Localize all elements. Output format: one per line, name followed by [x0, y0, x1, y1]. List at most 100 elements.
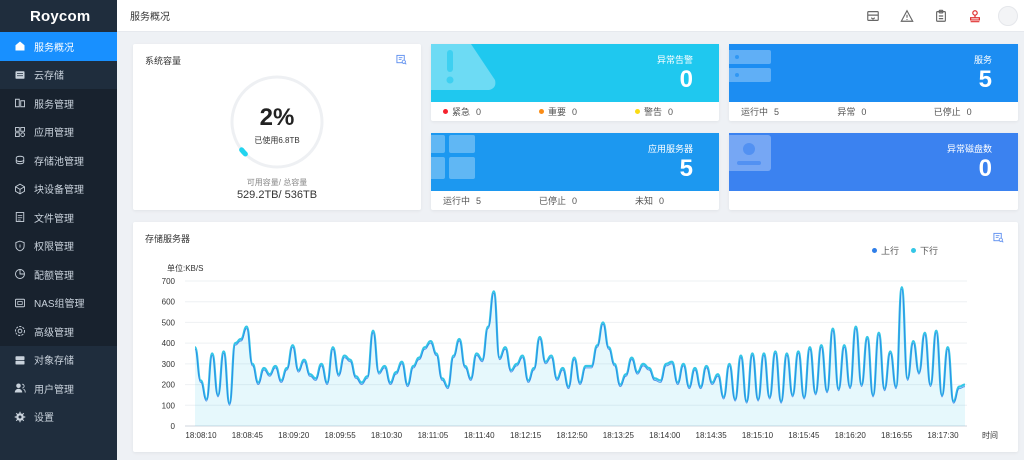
- page-title: 服务概况: [130, 12, 170, 23]
- legend-item-down[interactable]: 下行: [910, 244, 938, 257]
- users-icon: [14, 382, 26, 394]
- sidebar-item-6[interactable]: 文件管理: [0, 203, 117, 232]
- chart-y-ticks: 0 100 200 300 400 500 600 700: [162, 277, 176, 431]
- service-stats: 运行中 5 异常 0 已停止 0: [729, 102, 1018, 121]
- disk-count: 0: [978, 155, 992, 182]
- nas-icon: [14, 297, 26, 309]
- sidebar-item-11[interactable]: 对象存储: [0, 346, 117, 375]
- service-running-value: 5: [774, 106, 780, 117]
- disk-name: 异常磁盘数: [946, 144, 992, 154]
- y-tick-label: 700: [162, 277, 176, 286]
- capacity-used: 已使用6.8TB: [254, 136, 300, 145]
- alarm-card[interactable]: 异常告警 0 紧急 0 重要 0 警告 0: [431, 44, 719, 121]
- cloud-storage-icon: [14, 69, 26, 81]
- warning-icon[interactable]: [890, 0, 924, 32]
- x-tick-label: 18:09:55: [325, 431, 357, 440]
- alarm-stats: 紧急 0 重要 0 警告 0: [431, 102, 719, 121]
- avatar[interactable]: [998, 6, 1018, 26]
- x-tick-label: 18:17:30: [927, 431, 959, 440]
- capacity-title: 系统容量: [145, 56, 182, 66]
- x-tick-label: 18:16:20: [835, 431, 867, 440]
- app-server-running: 运行中 5: [431, 194, 527, 207]
- x-tick-label: 18:09:20: [278, 431, 310, 440]
- sidebar-item-10[interactable]: 高级管理: [0, 317, 117, 346]
- app-server-stats: 运行中 5 已停止 0 未知 0: [431, 191, 719, 210]
- legend-label-down: 下行: [919, 246, 938, 256]
- service-stopped-value: 0: [966, 106, 972, 117]
- y-tick-label: 200: [162, 381, 176, 390]
- app-server-stopped-value: 0: [572, 195, 578, 206]
- sidebar-item-label: NAS组管理: [34, 299, 85, 311]
- y-tick-label: 100: [162, 401, 176, 410]
- warning-dot: [635, 109, 640, 114]
- legend-dot-down: [910, 248, 916, 253]
- y-tick-label: 400: [162, 339, 176, 348]
- service-running: 运行中 5: [729, 105, 825, 118]
- home-icon: [14, 40, 26, 52]
- service-running-label: 运行中: [741, 107, 769, 117]
- sidebar-item-13[interactable]: 设置: [0, 403, 117, 432]
- sidebar-item-0[interactable]: 服务概况: [0, 32, 117, 61]
- clipboard-icon[interactable]: [924, 0, 958, 32]
- alarm-bg-icon: [431, 44, 496, 90]
- y-tick-label: 600: [162, 298, 176, 307]
- sidebar-item-5[interactable]: 块设备管理: [0, 174, 117, 203]
- alarm-important-label: 重要: [548, 107, 567, 117]
- capacity-gauge-fill: [239, 147, 248, 157]
- capacity-percent: 2%: [259, 104, 295, 131]
- app-server-stopped: 已停止 0: [527, 194, 623, 207]
- x-tick-label: 18:11:05: [418, 431, 449, 440]
- sidebar-item-label: 块设备管理: [34, 185, 84, 197]
- shield-icon: [14, 240, 26, 252]
- sidebar-item-3[interactable]: 应用管理: [0, 117, 117, 146]
- service-count: 5: [978, 66, 992, 93]
- disk-card[interactable]: 异常磁盘数 0: [729, 133, 1018, 210]
- sidebar-item-label: 用户管理: [34, 384, 74, 396]
- legend-item-up[interactable]: 上行: [871, 244, 899, 257]
- x-tick-label: 18:08:45: [232, 431, 264, 440]
- detail-icon[interactable]: [396, 54, 407, 65]
- sidebar-item-label: 权限管理: [34, 242, 74, 254]
- app-server-card[interactable]: 应用服务器 5 运行中 5 已停止 0 未知 0: [431, 133, 719, 210]
- y-axis-label: 单位:KB/S: [167, 263, 203, 273]
- stamp-icon[interactable]: [958, 0, 992, 32]
- y-tick-label: 500: [162, 318, 176, 327]
- sidebar-item-4[interactable]: 存储池管理: [0, 146, 117, 175]
- sidebar-item-label: 应用管理: [34, 128, 74, 140]
- detail-icon[interactable]: [993, 232, 1004, 243]
- sidebar-item-9[interactable]: NAS组管理: [0, 288, 117, 317]
- quota-icon: [14, 268, 26, 280]
- y-tick-label: 0: [171, 422, 176, 431]
- service-card[interactable]: 服务 5 运行中 5 异常 0 已停止 0: [729, 44, 1018, 121]
- app-server-count: 5: [679, 155, 693, 182]
- logo-text: Roycom: [30, 7, 91, 25]
- sidebar-item-label: 存储池管理: [34, 156, 84, 168]
- sidebar-item-label: 服务概况: [34, 42, 74, 54]
- sidebar-item-12[interactable]: 用户管理: [0, 374, 117, 403]
- sidebar-item-label: 设置: [34, 413, 54, 425]
- sidebar-item-8[interactable]: 配额管理: [0, 260, 117, 289]
- sidebar-item-label: 云存储: [34, 71, 64, 83]
- app-server-running-value: 5: [476, 195, 482, 206]
- capacity-gauge: [230, 75, 324, 169]
- chart-section-title: 存储服务器: [145, 234, 191, 244]
- sidebar-item-2[interactable]: 服务管理: [0, 89, 117, 118]
- inbox-icon[interactable]: [856, 0, 890, 32]
- sidebar-item-7[interactable]: 权限管理: [0, 231, 117, 260]
- sidebar-item-1[interactable]: 云存储: [0, 61, 117, 90]
- server-bg-icon: [729, 50, 771, 82]
- app-server-unknown-label: 未知: [635, 196, 654, 206]
- app-server-unknown: 未知 0: [623, 194, 719, 207]
- x-tick-label: 18:11:40: [464, 431, 495, 440]
- alarm-name: 异常告警: [656, 55, 693, 65]
- x-tick-label: 18:13:25: [603, 431, 635, 440]
- x-tick-label: 18:16:55: [881, 431, 913, 440]
- nav-list: 服务概况云存储服务管理应用管理存储池管理块设备管理文件管理权限管理配额管理 NAS…: [0, 32, 117, 431]
- block-device-icon: [14, 183, 26, 195]
- capacity-card: 系统容量 2% 已使用6.8TB 可用容量/ 总容量 529.2TB/ 536T…: [133, 44, 421, 210]
- logo: Roycom: [0, 0, 117, 32]
- alarm-warning-value: 0: [668, 106, 674, 117]
- x-axis-label: 时间: [982, 430, 998, 440]
- sidebar: Roycom 服务概况云存储服务管理应用管理存储池管理块设备管理文件管理权限管理…: [0, 0, 117, 460]
- storage-chart: 单位:KB/S 时间 0 100 200 300 400 500 600 700 18:08:…: [162, 263, 998, 440]
